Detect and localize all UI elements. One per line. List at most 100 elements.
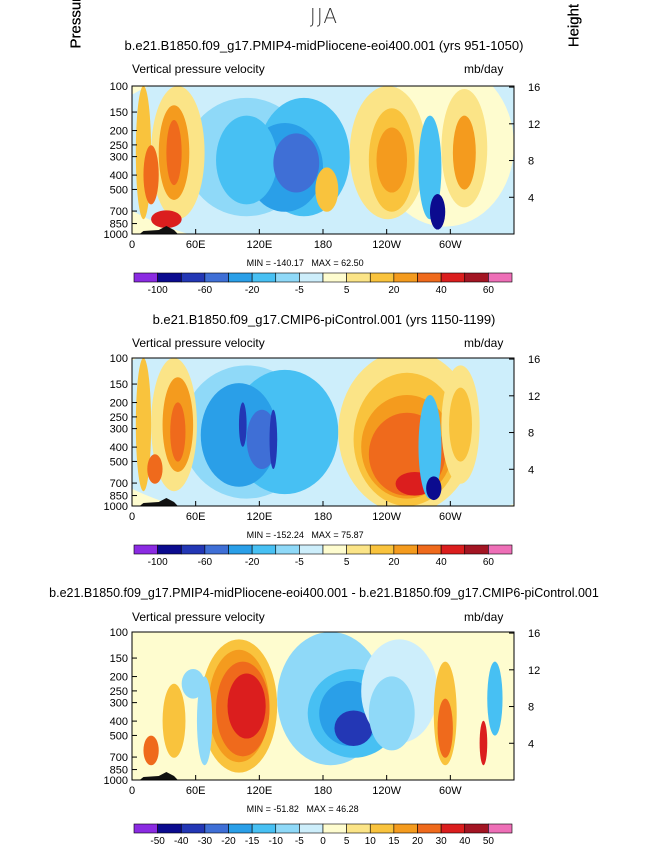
panel-1-title: b.e21.B1850.f09_g17.PMIP4-midPliocene-eo… [124, 38, 524, 53]
colorbar-label: 40 [436, 557, 448, 568]
contour-region [418, 395, 442, 499]
contour-region [246, 409, 278, 469]
x-tick-label: 120W [372, 239, 401, 251]
colorbar-swatch [251, 272, 277, 283]
y-tick-label: 850 [110, 219, 128, 231]
colorbar-swatch [275, 823, 300, 834]
colorbar-label: -5 [295, 836, 304, 847]
x-tick-label: 60W [439, 239, 462, 251]
contour-field [132, 86, 514, 234]
colorbar-swatch [157, 544, 182, 555]
y-right-tick-label: 16 [528, 354, 540, 366]
y-tick-label: 100 [110, 353, 128, 365]
y-tick-label: 700 [110, 206, 128, 218]
y-tick-label: 400 [110, 716, 128, 728]
max-value: MAX = 46.28 [306, 804, 359, 814]
y-right-tick-label: 12 [528, 119, 540, 131]
y-tick-label: 150 [110, 379, 128, 391]
x-tick-label: 120W [372, 785, 401, 797]
contour-region [487, 661, 503, 736]
contour-region [196, 676, 213, 766]
colorbar-swatch [417, 823, 442, 834]
colorbar-swatch [440, 823, 466, 834]
colorbar-swatch [346, 544, 371, 555]
colorbar-swatch [464, 823, 489, 834]
min-max-readout: MIN = -51.82 MAX = 46.28 [247, 804, 359, 814]
colorbar-swatch [488, 544, 513, 555]
contour-region [479, 720, 488, 766]
x-tick-label: 120E [246, 239, 272, 251]
colorbar-label: 60 [483, 285, 495, 296]
panel-2-title: b.e21.B1850.f09_g17.CMIP6-piControl.001 … [152, 312, 496, 327]
max-value: MAX = 62.50 [311, 258, 364, 268]
colorbar-swatch [393, 823, 418, 834]
colorbar-swatch [346, 823, 371, 834]
contour-region [151, 210, 182, 229]
colorbar-label: 0 [320, 836, 326, 847]
colorbar-label: -100 [148, 557, 168, 568]
x-tick-label: 120E [246, 785, 272, 797]
y-tick-label: 100 [110, 81, 128, 93]
y-tick-label: 400 [110, 170, 128, 182]
x-tick-label: 120W [372, 511, 401, 523]
y-tick-label: 250 [110, 686, 128, 698]
y-right-tick-label: 16 [528, 628, 540, 640]
colorbar-swatch [204, 823, 229, 834]
colorbar-label: 10 [365, 836, 377, 847]
colorbar-swatch [251, 823, 277, 834]
contour-field [132, 358, 514, 506]
colorbar-swatch [464, 544, 489, 555]
colorbar-swatch [157, 823, 182, 834]
min-value: MIN = -140.17 [246, 258, 304, 268]
colorbar-label: -5 [295, 557, 304, 568]
x-tick-label: 180 [314, 239, 332, 251]
colorbar-swatch [133, 823, 158, 834]
colorbar-label: 50 [483, 836, 495, 847]
colorbar-swatch [464, 272, 489, 283]
colorbar-swatch [251, 544, 277, 555]
colorbar-label: -40 [174, 836, 189, 847]
y-tick-label: 500 [110, 456, 128, 468]
colorbar-label: -100 [148, 285, 168, 296]
contour-region [315, 167, 339, 212]
colorbar-swatch [322, 823, 347, 834]
colorbar-label: -20 [245, 285, 260, 296]
colorbar-label: -20 [221, 836, 236, 847]
colorbar-label: 40 [459, 836, 471, 847]
contour-region [449, 387, 472, 462]
colorbar-swatch [299, 272, 324, 283]
units-label: mb/day [464, 336, 504, 350]
y-tick-label: 250 [110, 140, 128, 152]
x-tick-label: 180 [314, 511, 332, 523]
colorbar-swatch [440, 272, 466, 283]
y-tick-label: 500 [110, 184, 128, 196]
colorbar-swatch [369, 544, 395, 555]
y-tick-label: 850 [110, 765, 128, 777]
colorbar-label: -15 [245, 836, 260, 847]
colorbar-1: -100 -60 -20 -5 5 20 40 60 [133, 272, 513, 296]
colorbar-label: 5 [344, 557, 350, 568]
colorbar-swatch [180, 823, 206, 834]
contour-region [452, 115, 476, 190]
colorbar-label: 15 [388, 836, 400, 847]
y-right-tick-label: 12 [528, 665, 540, 677]
y-tick-label: 400 [110, 442, 128, 454]
x-tick-label: 60E [186, 511, 206, 523]
colorbar-label: -20 [245, 557, 260, 568]
y-axis-label-height: Height (km) [565, 0, 583, 48]
colorbar-label: 20 [412, 836, 424, 847]
min-value: MIN = -51.82 [246, 804, 299, 814]
y-tick-label: 150 [110, 653, 128, 665]
x-tick-label: 60W [439, 785, 462, 797]
y-tick-label: 700 [110, 752, 128, 764]
colorbar-swatch [180, 272, 206, 283]
colorbar-2: -100 -60 -20 -5 5 20 40 60 [133, 544, 513, 568]
y-tick-label: 300 [110, 152, 128, 164]
y-axis-label-pressure: Pressure (mb) [67, 0, 85, 49]
colorbar-swatch [204, 544, 229, 555]
contour-region [147, 454, 163, 484]
colorbar-swatch [133, 272, 158, 283]
y-tick-label: 250 [110, 412, 128, 424]
colorbar-swatch [204, 272, 229, 283]
